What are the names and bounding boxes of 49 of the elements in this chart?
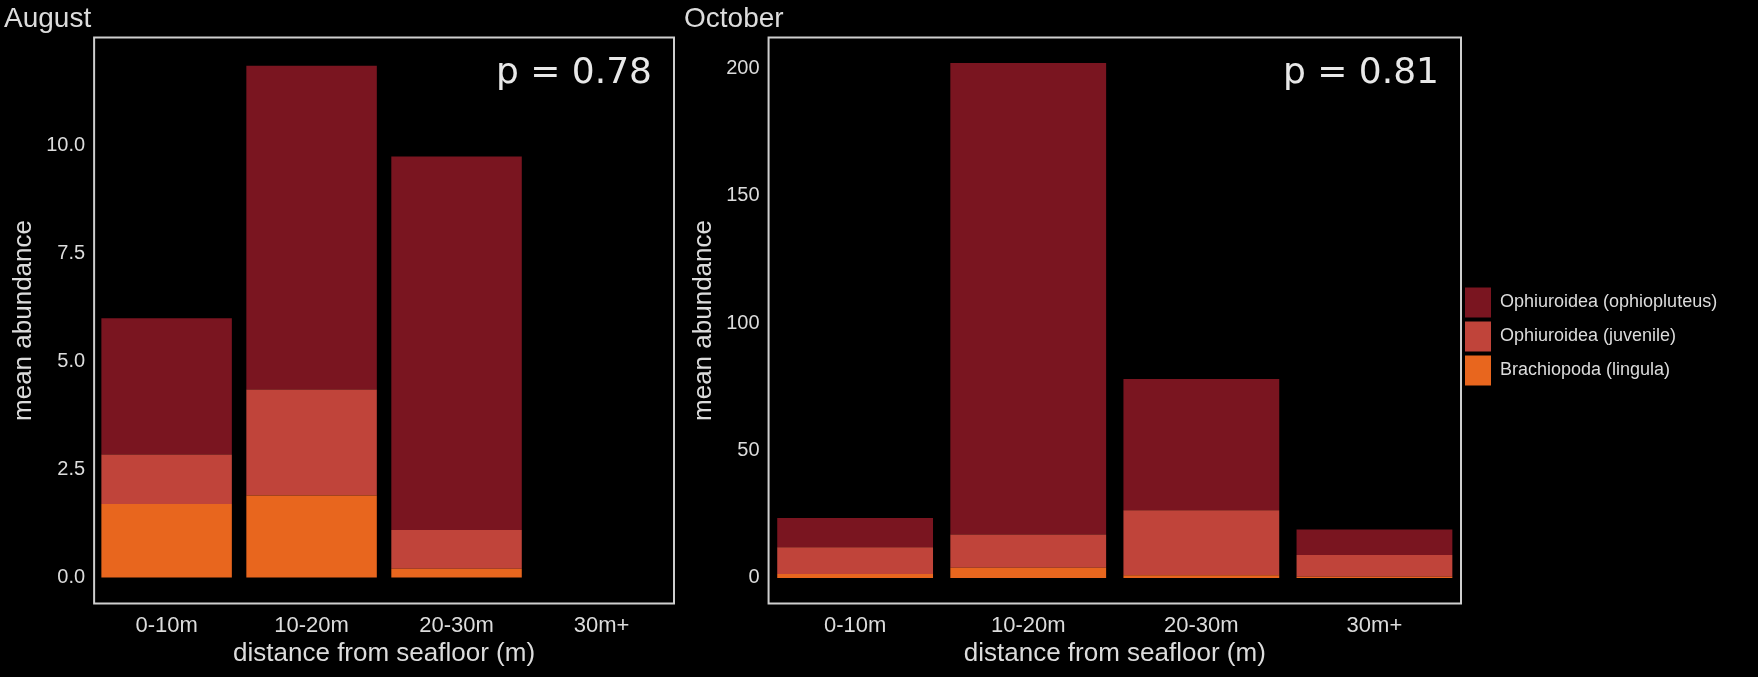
- bar: [950, 63, 1107, 535]
- y-tick-label: 10.0: [46, 133, 86, 156]
- bar: [246, 495, 377, 578]
- bar: [391, 529, 522, 569]
- y-tick-label: 7.5: [57, 241, 86, 264]
- x-tick-label: 10-20m: [990, 611, 1066, 637]
- bar: [101, 504, 232, 578]
- bar: [1123, 510, 1280, 576]
- legend-label: Ophiuroidea (juvenile): [1500, 325, 1677, 346]
- bar: [246, 65, 377, 390]
- annotation: p = 0.78: [495, 49, 652, 91]
- bar: [777, 547, 934, 575]
- y-tick-label: 50: [737, 438, 760, 460]
- x-tick-label: 20-30m: [1164, 611, 1239, 637]
- y-tick-label: 0.0: [57, 565, 86, 587]
- y-tick-label: 100: [726, 310, 760, 333]
- x-axis-title: distance from seafloor (m): [963, 636, 1266, 667]
- x-tick-label: 0-10m: [823, 611, 887, 637]
- y-tick-label: 2.5: [57, 457, 86, 480]
- x-tick-label: 10-20m: [274, 611, 349, 637]
- bar: [1296, 554, 1453, 577]
- bar: [246, 389, 377, 496]
- legend-label: Ophiuroidea (ophiopluteus): [1500, 291, 1718, 312]
- chart-title: October: [684, 1, 784, 33]
- y-tick-label: 0: [748, 565, 760, 588]
- bar: [950, 567, 1107, 578]
- x-tick-label: 30m+: [573, 611, 630, 637]
- bar: [391, 568, 522, 578]
- bar: [1296, 529, 1453, 555]
- y-axis-title: mean abundance: [686, 220, 717, 421]
- bar: [101, 454, 232, 505]
- x-tick-label: 30m+: [1346, 611, 1403, 637]
- bar: [391, 156, 522, 530]
- legend-label: Brachiopoda (lingula): [1500, 359, 1671, 380]
- bar: [1123, 379, 1280, 511]
- y-tick-label: 5.0: [57, 349, 86, 372]
- bar: [777, 518, 934, 548]
- y-axis-title: mean abundance: [6, 220, 37, 421]
- x-tick-label: 20-30m: [419, 611, 494, 637]
- bar: [950, 534, 1107, 568]
- annotation: p = 0.81: [1282, 49, 1439, 91]
- y-tick-label: 200: [726, 55, 760, 78]
- x-axis-title: distance from seafloor (m): [233, 636, 536, 667]
- bar: [1123, 575, 1280, 578]
- x-tick-label: 0-10m: [135, 611, 198, 637]
- y-tick-label: 150: [726, 183, 760, 206]
- chart-title: August: [4, 1, 92, 33]
- bar: [101, 318, 232, 455]
- bar: [777, 574, 934, 578]
